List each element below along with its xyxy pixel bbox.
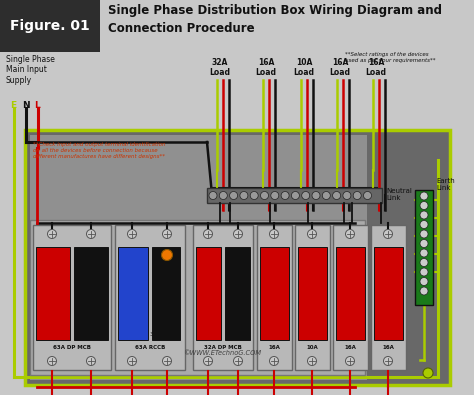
- Bar: [74, 247, 108, 340]
- Circle shape: [234, 229, 243, 239]
- Bar: [33, 225, 111, 370]
- Circle shape: [128, 357, 137, 365]
- Circle shape: [301, 192, 310, 199]
- Circle shape: [163, 229, 172, 239]
- Text: E: E: [10, 101, 16, 110]
- Text: 16A: 16A: [383, 345, 394, 350]
- Text: 32A
Load: 32A Load: [210, 58, 230, 77]
- Circle shape: [308, 229, 317, 239]
- Text: 16A
Load: 16A Load: [255, 58, 276, 77]
- Bar: [257, 225, 292, 370]
- Text: 63A RCCB: 63A RCCB: [135, 345, 165, 350]
- Circle shape: [312, 192, 320, 199]
- Circle shape: [271, 192, 279, 199]
- Circle shape: [308, 357, 317, 365]
- Circle shape: [234, 357, 243, 365]
- Circle shape: [420, 211, 428, 219]
- Circle shape: [346, 229, 355, 239]
- Circle shape: [322, 192, 330, 199]
- Circle shape: [261, 192, 268, 199]
- Circle shape: [343, 192, 351, 199]
- Text: ©WWW.ETechnoG.COM: ©WWW.ETechnoG.COM: [183, 350, 261, 356]
- Bar: [196, 247, 221, 340]
- Circle shape: [420, 249, 428, 257]
- Bar: [25, 130, 450, 385]
- Bar: [374, 247, 403, 340]
- Circle shape: [420, 278, 428, 286]
- Text: 16A: 16A: [345, 345, 356, 350]
- Text: Single Phase
Main Input
Supply: Single Phase Main Input Supply: [6, 55, 55, 85]
- Bar: [336, 247, 365, 340]
- Circle shape: [383, 229, 392, 239]
- Circle shape: [229, 192, 237, 199]
- Bar: [152, 247, 180, 340]
- Text: 16A: 16A: [269, 345, 281, 350]
- Circle shape: [86, 229, 95, 239]
- Text: **Check input and output terminal identification
on all the devices before conne: **Check input and output terminal identi…: [33, 142, 165, 159]
- Circle shape: [270, 357, 279, 365]
- Text: 10A
Load: 10A Load: [293, 58, 315, 77]
- Circle shape: [270, 229, 279, 239]
- Text: 30mA: 30mA: [149, 332, 167, 337]
- Text: 10A: 10A: [307, 345, 319, 350]
- Circle shape: [162, 250, 173, 260]
- Circle shape: [423, 368, 433, 378]
- Circle shape: [333, 192, 341, 199]
- Circle shape: [250, 192, 258, 199]
- Circle shape: [219, 192, 228, 199]
- Text: N: N: [22, 101, 29, 110]
- Text: Figure. 01: Figure. 01: [10, 19, 90, 33]
- Text: Single Phase Distribution Box Wiring Diagram and
Connection Procedure: Single Phase Distribution Box Wiring Dia…: [108, 4, 442, 35]
- Bar: [115, 225, 185, 370]
- Circle shape: [420, 192, 428, 200]
- Bar: [30, 220, 365, 375]
- Circle shape: [420, 268, 428, 276]
- Circle shape: [203, 357, 212, 365]
- Circle shape: [281, 192, 289, 199]
- Text: 16A
Load: 16A Load: [329, 58, 350, 77]
- Bar: [193, 225, 253, 370]
- Bar: [295, 225, 330, 370]
- Circle shape: [383, 357, 392, 365]
- Circle shape: [209, 192, 217, 199]
- Bar: [207, 188, 382, 203]
- Circle shape: [420, 201, 428, 209]
- Circle shape: [364, 192, 372, 199]
- Bar: [118, 247, 148, 340]
- Circle shape: [47, 229, 56, 239]
- Circle shape: [420, 239, 428, 248]
- Bar: [333, 225, 368, 370]
- Text: 32A DP MCB: 32A DP MCB: [204, 345, 242, 350]
- Text: Neutral
Link: Neutral Link: [386, 188, 412, 201]
- Bar: [30, 135, 367, 380]
- Bar: [36, 247, 70, 340]
- Bar: [225, 247, 250, 340]
- Circle shape: [420, 220, 428, 228]
- Circle shape: [86, 357, 95, 365]
- Circle shape: [128, 229, 137, 239]
- Text: Earth
Link: Earth Link: [436, 178, 455, 191]
- Circle shape: [420, 230, 428, 238]
- Bar: [415, 190, 433, 305]
- Bar: [260, 247, 289, 340]
- Circle shape: [353, 192, 361, 199]
- Text: 63A DP MCB: 63A DP MCB: [53, 345, 91, 350]
- Text: **Select ratings of the devices
used as per your requirements**: **Select ratings of the devices used as …: [345, 52, 436, 63]
- Bar: [0, 0, 100, 52]
- Circle shape: [163, 357, 172, 365]
- Circle shape: [292, 192, 300, 199]
- Circle shape: [420, 258, 428, 267]
- Text: L: L: [34, 101, 40, 110]
- Bar: [298, 247, 327, 340]
- Circle shape: [420, 287, 428, 295]
- Circle shape: [240, 192, 248, 199]
- Circle shape: [47, 357, 56, 365]
- Text: 16A
Load: 16A Load: [365, 58, 386, 77]
- Circle shape: [203, 229, 212, 239]
- Bar: [371, 225, 406, 370]
- Circle shape: [346, 357, 355, 365]
